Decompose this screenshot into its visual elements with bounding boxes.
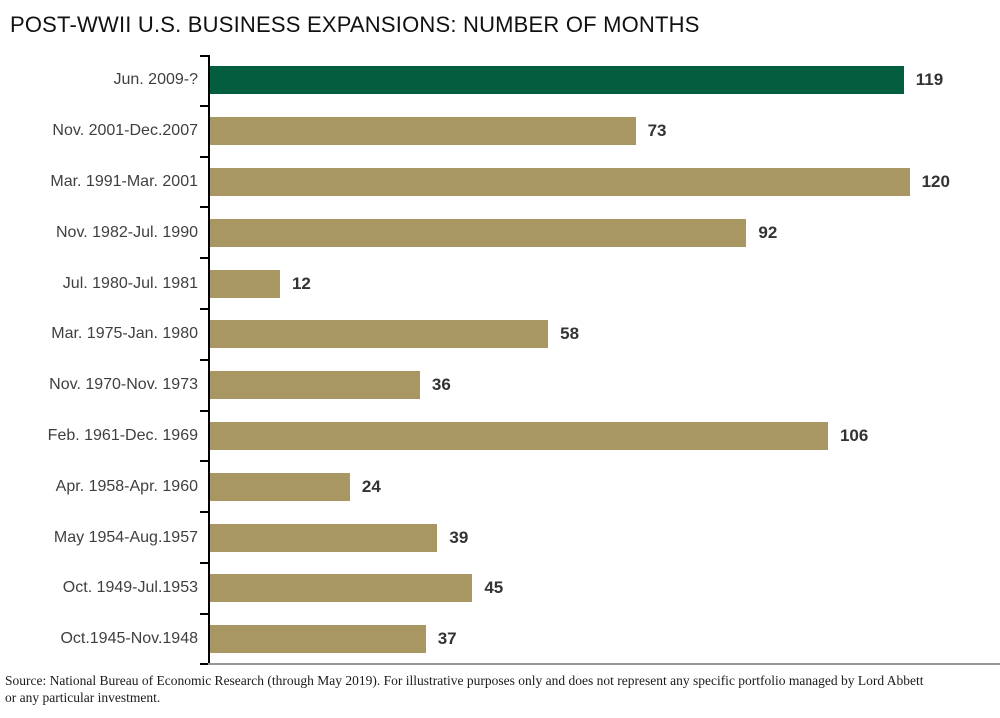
axis-tick	[200, 308, 210, 310]
axis-tick	[200, 612, 210, 615]
bar	[210, 523, 438, 552]
bar	[210, 574, 473, 603]
axis-tick	[200, 55, 210, 57]
category-label: Oct. 1949-Jul.1953	[62, 579, 198, 597]
value-label: 37	[437, 629, 457, 649]
category-label: Oct.1945-Nov.1948	[60, 630, 198, 648]
bar	[210, 472, 350, 501]
axis-tick	[200, 409, 210, 412]
axis-tick	[200, 155, 210, 158]
category-label: Nov. 2001-Dec.2007	[52, 122, 198, 140]
bar	[210, 371, 420, 400]
value-label: 45	[484, 578, 504, 598]
value-label: 36	[431, 375, 451, 395]
axis-tick	[200, 206, 210, 209]
value-label: 92	[758, 222, 778, 242]
value-label: 120	[921, 172, 950, 191]
bar	[210, 66, 904, 95]
bar	[210, 422, 828, 450]
category-label: Nov. 1970-Nov. 1973	[49, 376, 198, 394]
category-label: Feb. 1961-Dec. 1969	[47, 426, 198, 444]
value-label: 12	[291, 273, 311, 293]
footnote-line-2: or any particular investment.	[5, 690, 161, 705]
value-label: 119	[915, 70, 944, 90]
bar	[210, 218, 747, 247]
axis-tick	[200, 460, 210, 463]
chart-title: POST-WWII U.S. BUSINESS EXPANSIONS: NUMB…	[10, 12, 700, 37]
category-label: Jun. 2009-?	[113, 71, 198, 89]
bar	[210, 320, 549, 349]
axis-tick	[200, 511, 210, 514]
value-label: 73	[647, 121, 667, 141]
category-label: Mar. 1975-Jan. 1980	[51, 325, 198, 343]
bar	[210, 117, 636, 146]
bar	[210, 269, 280, 298]
value-label: 106	[839, 426, 869, 445]
axis-tick	[200, 562, 210, 564]
bar	[210, 168, 910, 196]
x-baseline	[208, 663, 1000, 665]
axis-tick	[200, 663, 210, 665]
category-label: Mar. 1991-Mar. 2001	[50, 172, 198, 190]
footnote-line-1: Source: National Bureau of Economic Rese…	[5, 673, 924, 688]
category-label: Nov. 1982-Jul. 1990	[55, 223, 198, 241]
value-label: 39	[449, 527, 469, 547]
category-label: Jul. 1980-Jul. 1981	[62, 274, 198, 292]
axis-tick	[200, 257, 210, 260]
bar	[210, 625, 426, 654]
category-label: Apr. 1958-Apr. 1960	[55, 477, 198, 495]
source-footnote: Source: National Bureau of Economic Rese…	[5, 672, 990, 706]
value-label: 58	[560, 324, 580, 344]
category-label: May 1954-Aug.1957	[53, 528, 198, 546]
plot-area: Jun. 2009-? 119 Nov. 2001-Dec.2007 73 Mar. 1…	[48, 55, 1000, 665]
axis-tick	[200, 104, 210, 107]
value-label: 24	[361, 476, 381, 496]
axis-tick	[200, 358, 210, 361]
